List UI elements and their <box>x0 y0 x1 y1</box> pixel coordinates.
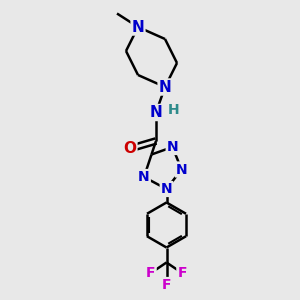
Text: H: H <box>167 103 179 117</box>
Text: N: N <box>176 163 187 176</box>
Text: N: N <box>167 140 178 154</box>
Text: F: F <box>177 266 187 280</box>
Text: N: N <box>150 105 162 120</box>
Text: N: N <box>132 20 144 34</box>
Text: N: N <box>161 182 172 196</box>
Text: O: O <box>123 141 136 156</box>
Text: N: N <box>159 80 171 94</box>
Text: N: N <box>138 170 150 184</box>
Text: F: F <box>146 266 156 280</box>
Text: F: F <box>162 278 171 292</box>
